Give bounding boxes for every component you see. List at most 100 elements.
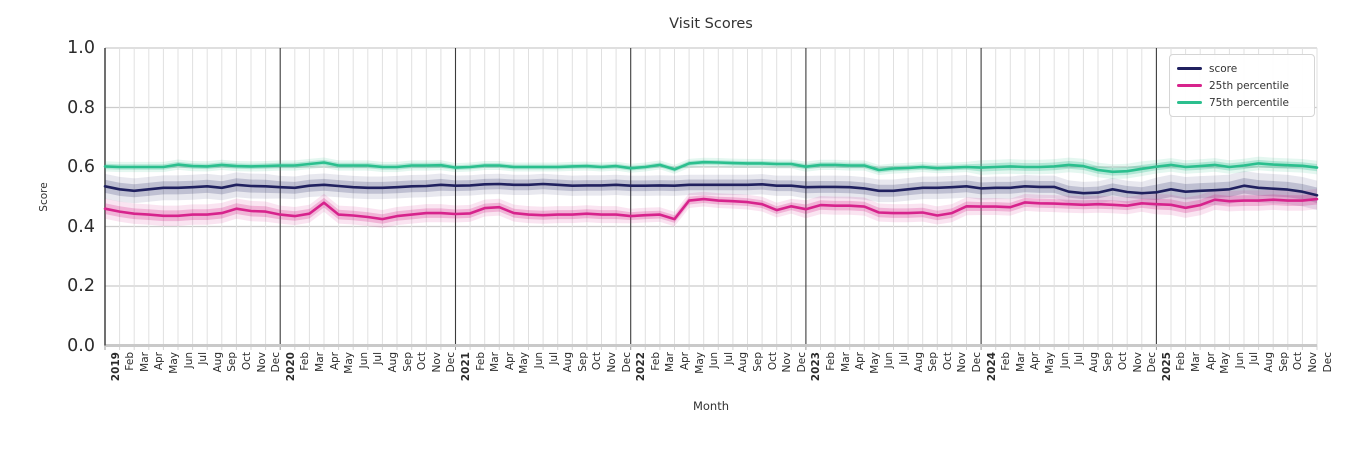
x-tick-label: Oct — [240, 352, 253, 371]
x-tick-label: Aug — [211, 352, 224, 373]
x-tick-label: Nov — [605, 352, 618, 373]
x-tick-label: Jun — [357, 352, 370, 369]
x-tick-label: Sep — [1277, 352, 1290, 372]
legend-item-25th-percentile: 25th percentile — [1177, 77, 1306, 94]
x-tick-label: Mar — [1014, 352, 1027, 372]
p25-line-swatch — [1177, 84, 1202, 87]
x-tick-label: Apr — [1029, 352, 1042, 371]
x-tick-label: Aug — [562, 352, 575, 373]
x-tick-label: Nov — [1131, 352, 1144, 373]
x-tick-label: Nov — [956, 352, 969, 373]
x-tick-label: Sep — [401, 352, 414, 372]
x-tick-label: Dec — [620, 352, 633, 373]
legend-label: 25th percentile — [1209, 79, 1289, 92]
x-tick-label: Sep — [927, 352, 940, 372]
x-tick-label: Mar — [1190, 352, 1203, 372]
x-tick-label: Apr — [678, 352, 691, 371]
x-tick-label: May — [343, 352, 356, 374]
x-tick-label: Feb — [1175, 352, 1188, 371]
x-tick-label: Oct — [766, 352, 779, 371]
x-tick-label: May — [518, 352, 531, 374]
x-tick-label: Aug — [1087, 352, 1100, 373]
x-tick-label-year: 2019 — [109, 352, 122, 382]
legend-item-score: score — [1177, 60, 1306, 77]
x-tick-label: Aug — [1263, 352, 1276, 373]
x-tick-label: Jul — [722, 352, 735, 365]
plot-area — [103, 47, 1319, 350]
x-tick-label: Jul — [1073, 352, 1086, 365]
x-tick-label: Jun — [708, 352, 721, 369]
y-tick-label: 1.0 — [67, 38, 95, 58]
x-tick-label-year: 2021 — [459, 352, 472, 382]
x-tick-label: Apr — [503, 352, 516, 371]
x-tick-label: Feb — [825, 352, 838, 371]
x-tick-label: Dec — [270, 352, 283, 373]
x-tick-label: Apr — [854, 352, 867, 371]
x-tick-label: Jul — [372, 352, 385, 365]
x-tick-label: Jun — [182, 352, 195, 369]
x-axis-label: Month — [692, 399, 730, 413]
x-tick-label: Mar — [839, 352, 852, 372]
x-tick-label: May — [693, 352, 706, 374]
x-tick-label: May — [167, 352, 180, 374]
x-tick-label: Jun — [883, 352, 896, 369]
x-tick-label: Dec — [971, 352, 984, 373]
legend: score 25th percentile 75th percentile — [1169, 54, 1315, 117]
x-tick-label: Jun — [1233, 352, 1246, 369]
x-tick-label-year: 2025 — [1160, 352, 1173, 382]
x-tick-label: Feb — [649, 352, 662, 371]
x-tick-label: Feb — [474, 352, 487, 371]
x-tick-label: Sep — [1102, 352, 1115, 372]
x-tick-label: Nov — [430, 352, 443, 373]
x-tick-label: Oct — [1117, 352, 1130, 371]
legend-item-75th-percentile: 75th percentile — [1177, 94, 1306, 111]
x-tick-label: Feb — [1000, 352, 1013, 371]
p75-line-swatch — [1177, 101, 1202, 104]
x-tick-label: Dec — [795, 352, 808, 373]
x-tick-label: Nov — [1306, 352, 1319, 373]
x-tick-label: Jul — [547, 352, 560, 365]
y-axis-label: Score — [38, 182, 50, 212]
x-tick-label: Jul — [197, 352, 210, 365]
x-tick-label: Dec — [1321, 352, 1334, 373]
y-tick-label: 0.0 — [67, 335, 95, 356]
x-tick-label: Mar — [664, 352, 677, 372]
legend-label: 75th percentile — [1209, 96, 1289, 109]
x-tick-label: Jun — [532, 352, 545, 369]
y-tick-label: 0.2 — [67, 276, 95, 296]
x-tick-label: Feb — [124, 352, 137, 371]
x-tick-label: Dec — [1146, 352, 1159, 373]
x-tick-label: Jun — [1058, 352, 1071, 369]
x-tick-label: May — [1219, 352, 1232, 374]
x-tick-label: May — [1044, 352, 1057, 374]
x-tick-label: Apr — [328, 352, 341, 371]
x-tick-label: May — [868, 352, 881, 374]
x-tick-label: Mar — [138, 352, 151, 372]
legend-label: score — [1209, 62, 1238, 75]
x-tick-label: Dec — [445, 352, 458, 373]
x-tick-label: Jul — [898, 352, 911, 365]
x-tick-label-year: 2023 — [810, 352, 823, 382]
x-tick-label: Nov — [255, 352, 268, 373]
x-tick-label: Oct — [1292, 352, 1305, 371]
y-tick-label: 0.4 — [67, 216, 95, 237]
x-tick-label-year: 2024 — [985, 352, 998, 382]
x-tick-label-year: 2020 — [284, 352, 297, 382]
x-tick-label: Aug — [912, 352, 925, 373]
x-tick-label-year: 2022 — [635, 352, 648, 382]
y-tick-label: 0.8 — [67, 97, 95, 118]
x-tick-label: Sep — [576, 352, 589, 372]
x-tick-label: Nov — [781, 352, 794, 373]
x-tick-label: Mar — [313, 352, 326, 372]
x-tick-label: Jul — [1248, 352, 1261, 365]
y-tick-label: 0.6 — [67, 157, 95, 177]
x-tick-label: Oct — [941, 352, 954, 371]
x-tick-label: Aug — [737, 352, 750, 373]
x-tick-label: Oct — [416, 352, 429, 371]
x-tick-label: Apr — [153, 352, 166, 371]
x-tick-label: Aug — [386, 352, 399, 373]
x-tick-label: Sep — [226, 352, 239, 372]
x-tick-label: Mar — [489, 352, 502, 372]
score-line-swatch — [1177, 67, 1202, 70]
